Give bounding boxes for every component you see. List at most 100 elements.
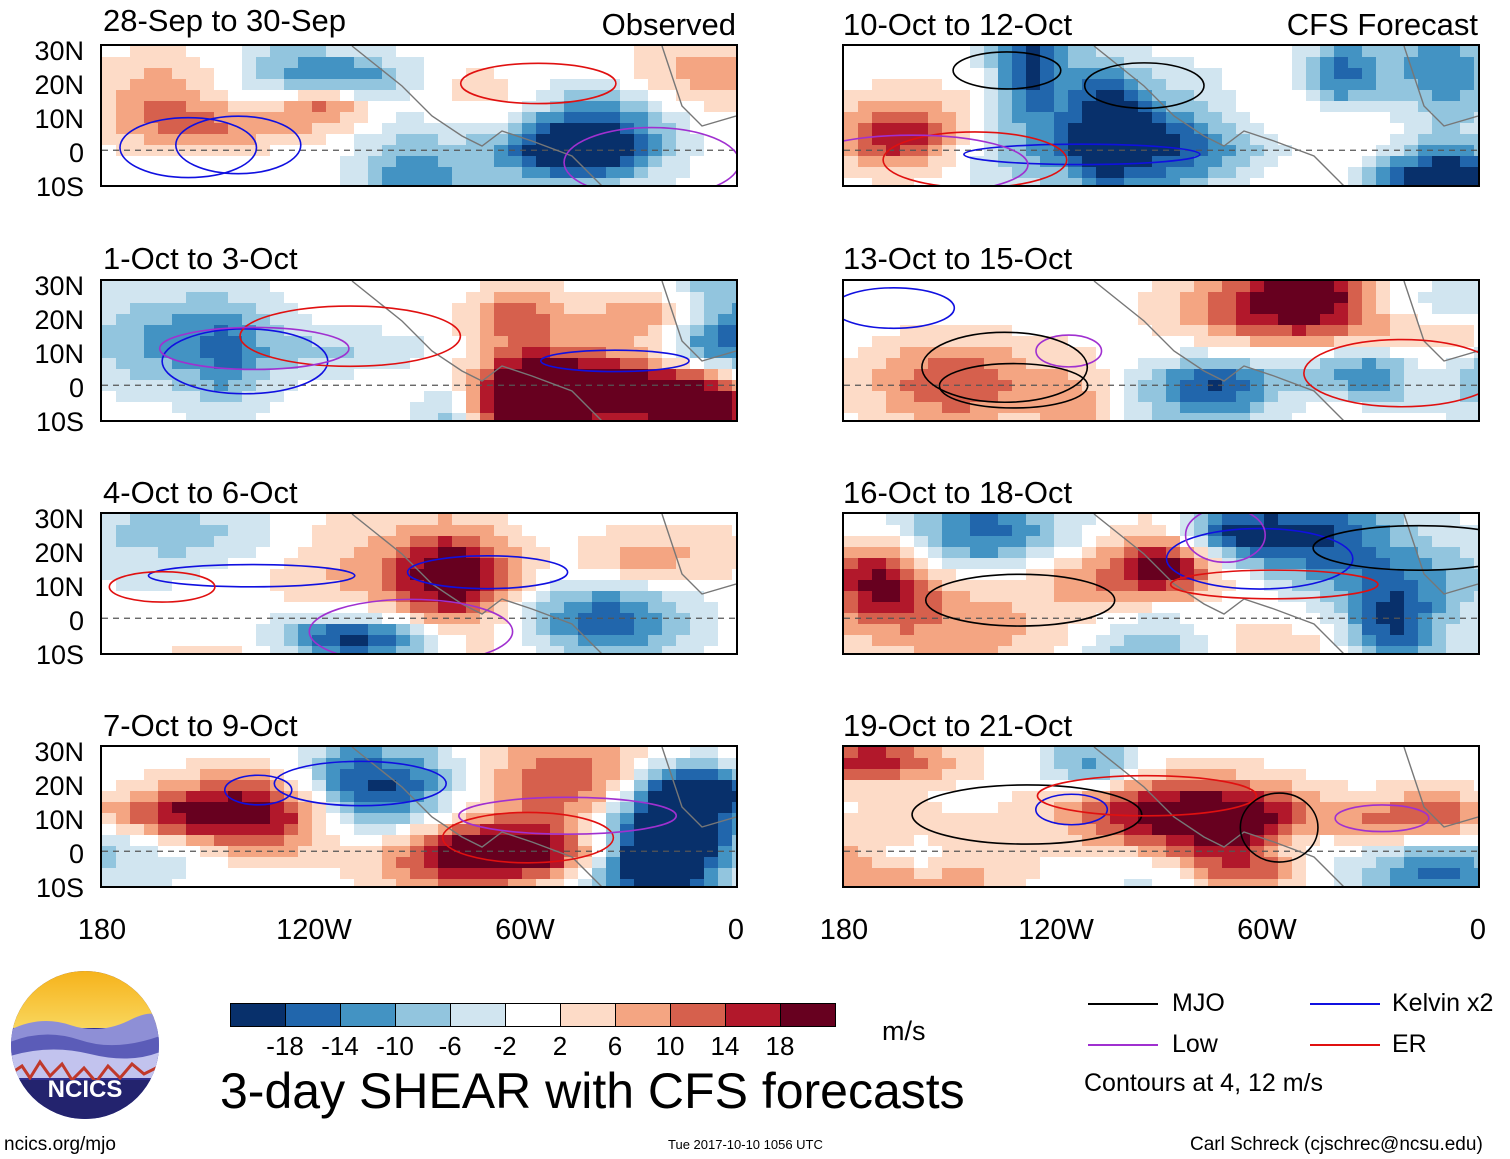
shear-cell: [620, 46, 635, 58]
shear-cell: [704, 281, 719, 293]
shear-cell: [382, 802, 397, 814]
shear-cell: [690, 868, 705, 880]
shear-cell: [1068, 347, 1083, 359]
shear-cell: [298, 156, 313, 168]
shear-cell: [424, 156, 439, 168]
shear-cell: [676, 57, 691, 69]
shear-cell: [1152, 824, 1167, 836]
shear-cell: [1110, 780, 1125, 792]
shear-cell: [298, 558, 313, 570]
shear-cell: [1264, 156, 1279, 168]
shear-cell: [718, 145, 733, 157]
shear-cell: [508, 580, 523, 592]
shear-cell: [214, 79, 229, 91]
shear-cell: [592, 558, 607, 570]
shear-cell: [634, 813, 649, 825]
shear-cell: [228, 156, 243, 168]
shear-cell: [704, 369, 719, 381]
shear-cell: [1446, 314, 1461, 326]
shear-cell: [256, 780, 271, 792]
shear-cell: [144, 314, 159, 326]
shear-cell: [130, 57, 145, 69]
shear-cell: [116, 758, 131, 770]
shear-cell: [354, 156, 369, 168]
shear-cell: [1320, 747, 1335, 759]
shear-cell: [508, 769, 523, 781]
shear-cell: [662, 536, 677, 548]
shear-cell: [200, 314, 215, 326]
shear-cell: [1180, 857, 1195, 869]
shear-cell: [1166, 369, 1181, 381]
shear-cell: [1068, 314, 1083, 326]
shear-cell: [564, 747, 579, 759]
shear-cell: [242, 868, 257, 880]
shear-cell: [872, 347, 887, 359]
shear-cell: [396, 156, 411, 168]
shear-cell: [536, 536, 551, 548]
shear-cell: [1376, 281, 1391, 293]
shear-cell: [1236, 134, 1251, 146]
shear-cell: [1404, 101, 1419, 113]
shear-cell: [298, 868, 313, 880]
shear-cell: [1124, 635, 1139, 647]
shear-cell: [1138, 780, 1153, 792]
shear-cell: [1194, 336, 1209, 348]
shear-cell: [536, 402, 551, 414]
shear-cell: [1082, 868, 1097, 880]
shear-cell: [424, 569, 439, 581]
shear-cell: [592, 402, 607, 414]
shear-cell: [242, 602, 257, 614]
shear-cell: [312, 879, 327, 886]
shear-cell: [858, 112, 873, 124]
shear-cell: [172, 391, 187, 403]
shear-cell: [620, 547, 635, 559]
shear-cell: [1040, 558, 1055, 570]
shear-cell: [466, 747, 481, 759]
shear-cell: [410, 347, 425, 359]
shear-cell: [1460, 613, 1475, 625]
shear-cell: [158, 525, 173, 537]
shear-cell: [1180, 167, 1195, 179]
shear-cell: [1208, 635, 1223, 647]
shear-cell: [452, 167, 467, 179]
shear-cell: [368, 380, 383, 392]
footer-site-link[interactable]: ncics.org/mjo: [4, 1134, 116, 1155]
wave-contour: [273, 760, 447, 807]
shear-cell: [186, 336, 201, 348]
shear-cell: [998, 613, 1013, 625]
shear-cell: [158, 134, 173, 146]
shear-cell: [1166, 281, 1181, 293]
shear-cell: [1320, 525, 1335, 537]
shear-cell: [1166, 358, 1181, 370]
shear-cell: [284, 413, 299, 420]
shear-cell: [424, 380, 439, 392]
shear-cell: [718, 101, 733, 113]
shear-cell: [634, 347, 649, 359]
shear-cell: [1376, 547, 1391, 559]
shear-cell: [116, 57, 131, 69]
shear-cell: [1180, 747, 1195, 759]
wave-contour: [1035, 793, 1109, 826]
shear-cell: [704, 303, 719, 315]
shear-cell: [690, 602, 705, 614]
shear-cell: [1432, 303, 1447, 315]
shear-cell: [1152, 46, 1167, 58]
shear-cell: [186, 178, 201, 185]
shear-cell: [326, 758, 341, 770]
shear-cell: [872, 413, 887, 420]
shear-cell: [592, 281, 607, 293]
shear-cell: [606, 879, 621, 886]
shear-cell: [606, 369, 621, 381]
shear-cell: [900, 369, 915, 381]
shear-cell: [900, 569, 915, 581]
shear-cell: [1446, 68, 1461, 80]
shear-cell: [200, 145, 215, 157]
shear-cell: [732, 178, 736, 185]
shear-cell: [354, 369, 369, 381]
shear-cell: [1334, 857, 1349, 869]
shear-cell: [872, 402, 887, 414]
shear-cell: [970, 769, 985, 781]
shear-cell: [452, 558, 467, 570]
shear-cell: [1278, 769, 1293, 781]
shear-cell: [1166, 646, 1181, 653]
